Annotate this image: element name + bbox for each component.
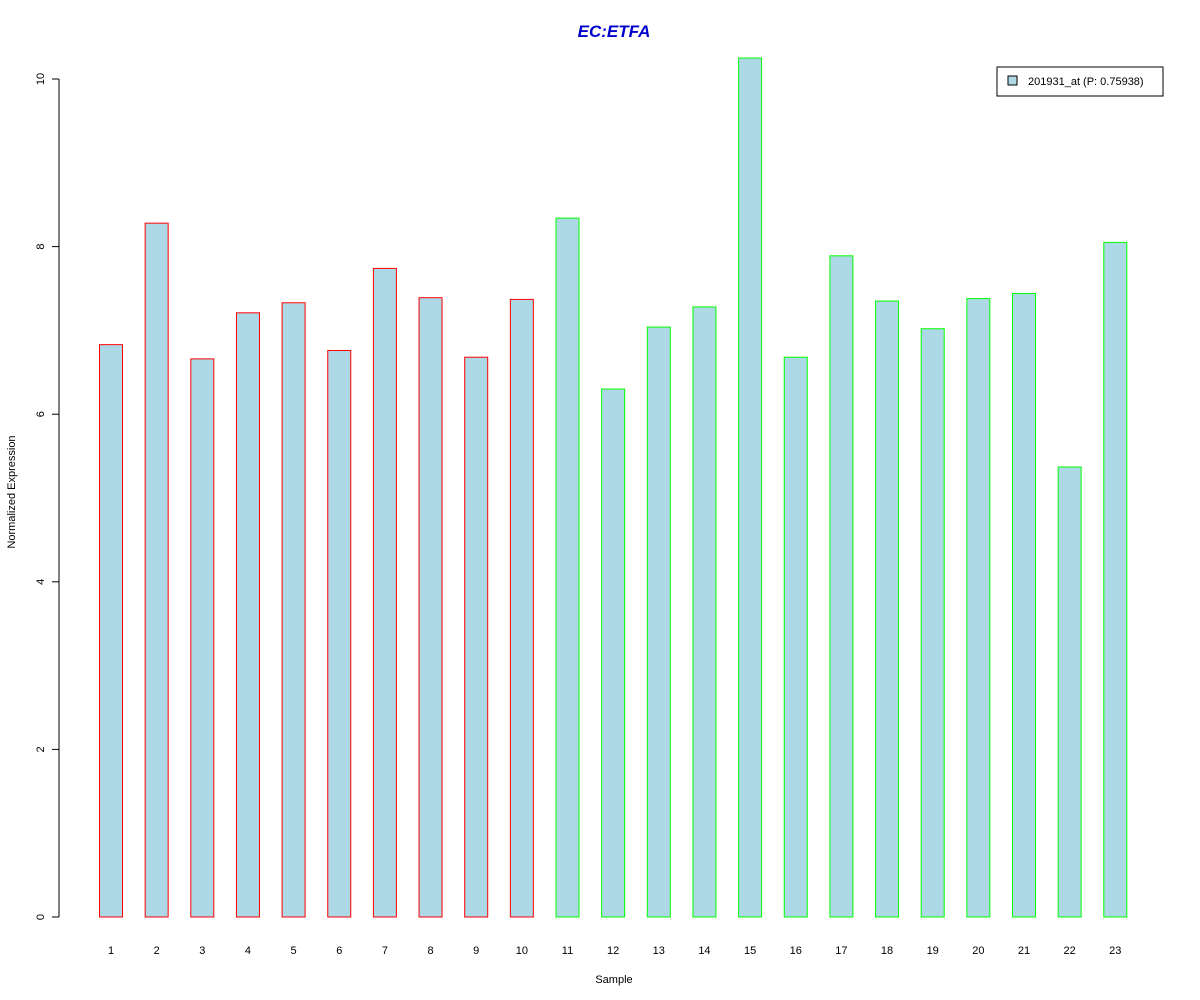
x-tick-label: 10 — [516, 945, 528, 957]
legend: 201931_at (P: 0.75938) — [996, 66, 1164, 97]
x-tick-label: 15 — [744, 945, 756, 957]
bar-sample-9 — [464, 356, 489, 918]
bar-sample-20 — [966, 298, 991, 918]
x-tick-label: 23 — [1109, 945, 1121, 957]
x-tick-label: 20 — [972, 945, 984, 957]
y-tick-label: 4 — [35, 579, 47, 585]
x-tick-label: 13 — [653, 945, 665, 957]
bar-sample-4 — [235, 312, 260, 918]
x-tick-label: 22 — [1064, 945, 1076, 957]
bar-sample-11 — [555, 217, 580, 918]
bar-sample-5 — [281, 302, 306, 918]
bar-sample-12 — [601, 388, 626, 918]
y-tick-label: 0 — [35, 914, 47, 920]
bar-sample-7 — [372, 267, 397, 918]
x-tick-label: 5 — [291, 945, 297, 957]
bar-sample-16 — [783, 356, 808, 918]
bar-sample-17 — [829, 255, 854, 918]
bar-sample-19 — [920, 328, 945, 918]
chart-title: EC:ETFA — [578, 22, 651, 41]
legend-label: 201931_at (P: 0.75938) — [1028, 76, 1144, 88]
bar-sample-3 — [190, 358, 215, 918]
x-axis-title: Sample — [595, 974, 632, 986]
bar-sample-18 — [875, 300, 900, 918]
y-tick-label: 2 — [35, 746, 47, 752]
bar-sample-15 — [738, 57, 763, 918]
legend-swatch — [1007, 75, 1018, 86]
bar-sample-2 — [144, 222, 169, 918]
y-axis-title: Normalized Expression — [6, 435, 18, 548]
y-tick-label: 6 — [35, 411, 47, 417]
bar-sample-10 — [509, 298, 534, 918]
x-tick-label: 21 — [1018, 945, 1030, 957]
y-tick-label: 8 — [35, 244, 47, 250]
y-tick-label: 10 — [35, 73, 47, 85]
x-tick-labels: 1 2 3 4 5 6 7 8 9 10 11 12 13 14 15 16 17 18 19 20 21 22 23 — [108, 945, 1121, 957]
x-tick-label: 1 — [108, 945, 114, 957]
x-tick-label: 7 — [382, 945, 388, 957]
x-tick-label: 12 — [607, 945, 619, 957]
x-tick-label: 9 — [473, 945, 479, 957]
bar-sample-22 — [1057, 466, 1082, 918]
legend-box — [996, 66, 1164, 97]
x-tick-label: 8 — [427, 945, 433, 957]
bar-sample-13 — [646, 326, 671, 918]
x-tick-label: 16 — [790, 945, 802, 957]
bar-sample-6 — [327, 350, 352, 918]
bar-sample-23 — [1103, 241, 1128, 918]
x-tick-label: 18 — [881, 945, 893, 957]
x-tick-label: 17 — [835, 945, 847, 957]
x-tick-label: 4 — [245, 945, 251, 957]
bar-sample-8 — [418, 297, 443, 918]
bars — [99, 57, 1128, 918]
x-tick-label: 6 — [336, 945, 342, 957]
x-tick-label: 3 — [199, 945, 205, 957]
bar-sample-21 — [1012, 293, 1036, 918]
x-tick-label: 14 — [698, 945, 710, 957]
x-tick-label: 11 — [562, 945, 573, 957]
x-tick-label: 19 — [927, 945, 939, 957]
y-axis: 0 2 4 6 8 10 — [35, 73, 60, 920]
x-tick-label: 2 — [154, 945, 160, 957]
bar-sample-14 — [692, 306, 717, 918]
bar-sample-1 — [99, 344, 123, 918]
